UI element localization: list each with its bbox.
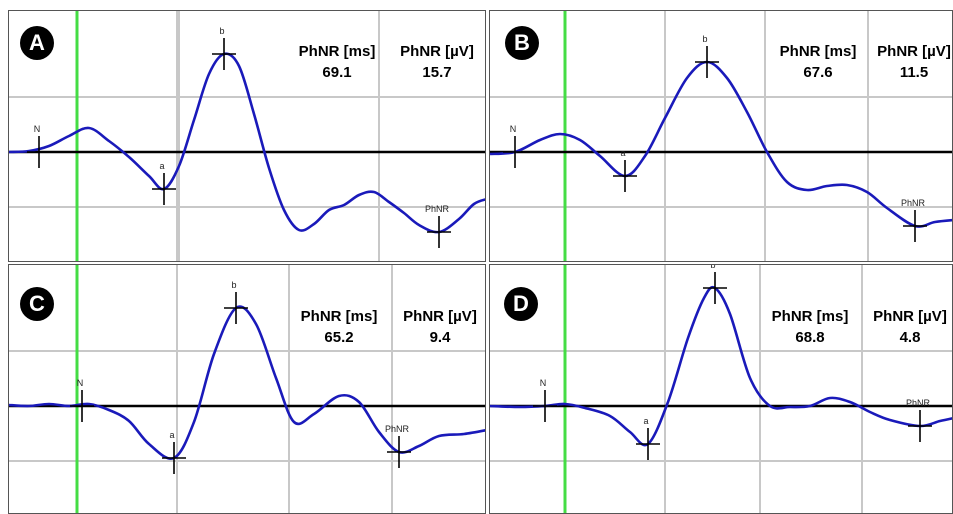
- marker-b: b: [212, 26, 236, 70]
- marker-label: a: [159, 161, 164, 171]
- marker-label: N: [540, 378, 547, 388]
- marker-label: N: [77, 378, 84, 388]
- marker-b: b: [224, 280, 248, 324]
- phnr-time-stat: PhNR [ms] 69.1: [287, 41, 387, 83]
- phnr-time-label: PhNR [ms]: [298, 43, 376, 60]
- waveform-plot-d: Na b PhNR: [490, 265, 952, 513]
- marker-a: a: [152, 161, 176, 205]
- waveform-plot-c: Na b PhNR: [9, 265, 485, 513]
- erg-trace-line: [9, 52, 485, 234]
- marker-label: PhNR: [425, 204, 450, 214]
- marker-a: a: [162, 430, 186, 474]
- marker-label: a: [169, 430, 174, 440]
- phnr-time-label: PhNR [ms]: [779, 43, 857, 60]
- phnr-amplitude-stat: PhNR [µV] 4.8: [862, 306, 952, 348]
- phnr-amplitude-value: 15.7: [422, 64, 452, 81]
- phnr-time-value: 69.1: [322, 64, 352, 81]
- marker-phnr: PhNR: [906, 398, 932, 442]
- marker-a: a: [636, 416, 660, 460]
- panel-label-badge: B: [505, 26, 539, 60]
- phnr-amplitude-value: 4.8: [899, 329, 921, 346]
- marker-a: a: [613, 148, 637, 192]
- phnr-amplitude-value: 9.4: [429, 329, 451, 346]
- marker-label: b: [219, 26, 224, 36]
- marker-label: N: [34, 124, 41, 134]
- marker-n: N: [70, 378, 94, 422]
- phnr-time-label: PhNR [ms]: [771, 308, 849, 325]
- marker-label: N: [510, 124, 517, 134]
- phnr-amplitude-stat: PhNR [µV] 9.4: [392, 306, 485, 348]
- phnr-amplitude-stat: PhNR [µV] 11.5: [866, 41, 952, 83]
- phnr-amplitude-label: PhNR [µV]: [877, 43, 951, 60]
- phnr-time-value: 67.6: [803, 64, 833, 81]
- marker-label: b: [231, 280, 236, 290]
- erg-trace-line: [490, 285, 952, 447]
- phnr-amplitude-value: 11.5: [899, 64, 929, 81]
- waveform-plot-b: Na b PhNR: [490, 11, 952, 261]
- marker-label: PhNR: [906, 398, 931, 408]
- phnr-amplitude-label: PhNR [µV]: [403, 308, 477, 325]
- marker-label: a: [620, 148, 625, 158]
- marker-phnr: PhNR: [425, 204, 451, 248]
- erg-trace-line: [490, 60, 952, 228]
- phnr-amplitude-label: PhNR [µV]: [400, 43, 474, 60]
- phnr-time-stat: PhNR [ms] 68.8: [760, 306, 860, 348]
- panel-label-badge: A: [20, 26, 54, 60]
- phnr-time-stat: PhNR [ms] 65.2: [289, 306, 389, 348]
- marker-phnr: PhNR: [901, 198, 927, 242]
- phnr-amplitude-label: PhNR [µV]: [873, 308, 947, 325]
- panel-label-badge: C: [20, 287, 54, 321]
- marker-label: PhNR: [385, 424, 410, 434]
- marker-n: N: [27, 124, 51, 168]
- phnr-time-value: 65.2: [324, 329, 354, 346]
- phnr-time-stat: PhNR [ms] 67.6: [768, 41, 868, 83]
- marker-n: N: [503, 124, 527, 168]
- marker-b: b: [695, 34, 719, 78]
- marker-phnr: PhNR: [385, 424, 411, 468]
- panel-label-badge: D: [504, 287, 538, 321]
- phnr-amplitude-stat: PhNR [µV] 15.7: [389, 41, 485, 83]
- phnr-time-label: PhNR [ms]: [300, 308, 378, 325]
- waveform-plot-a: Na b PhNR: [9, 11, 485, 261]
- marker-label: b: [702, 34, 707, 44]
- marker-label: b: [710, 265, 715, 270]
- marker-n: N: [533, 378, 557, 422]
- phnr-time-value: 68.8: [795, 329, 825, 346]
- marker-label: PhNR: [901, 198, 926, 208]
- marker-b: b: [703, 265, 727, 304]
- marker-label: a: [643, 416, 648, 426]
